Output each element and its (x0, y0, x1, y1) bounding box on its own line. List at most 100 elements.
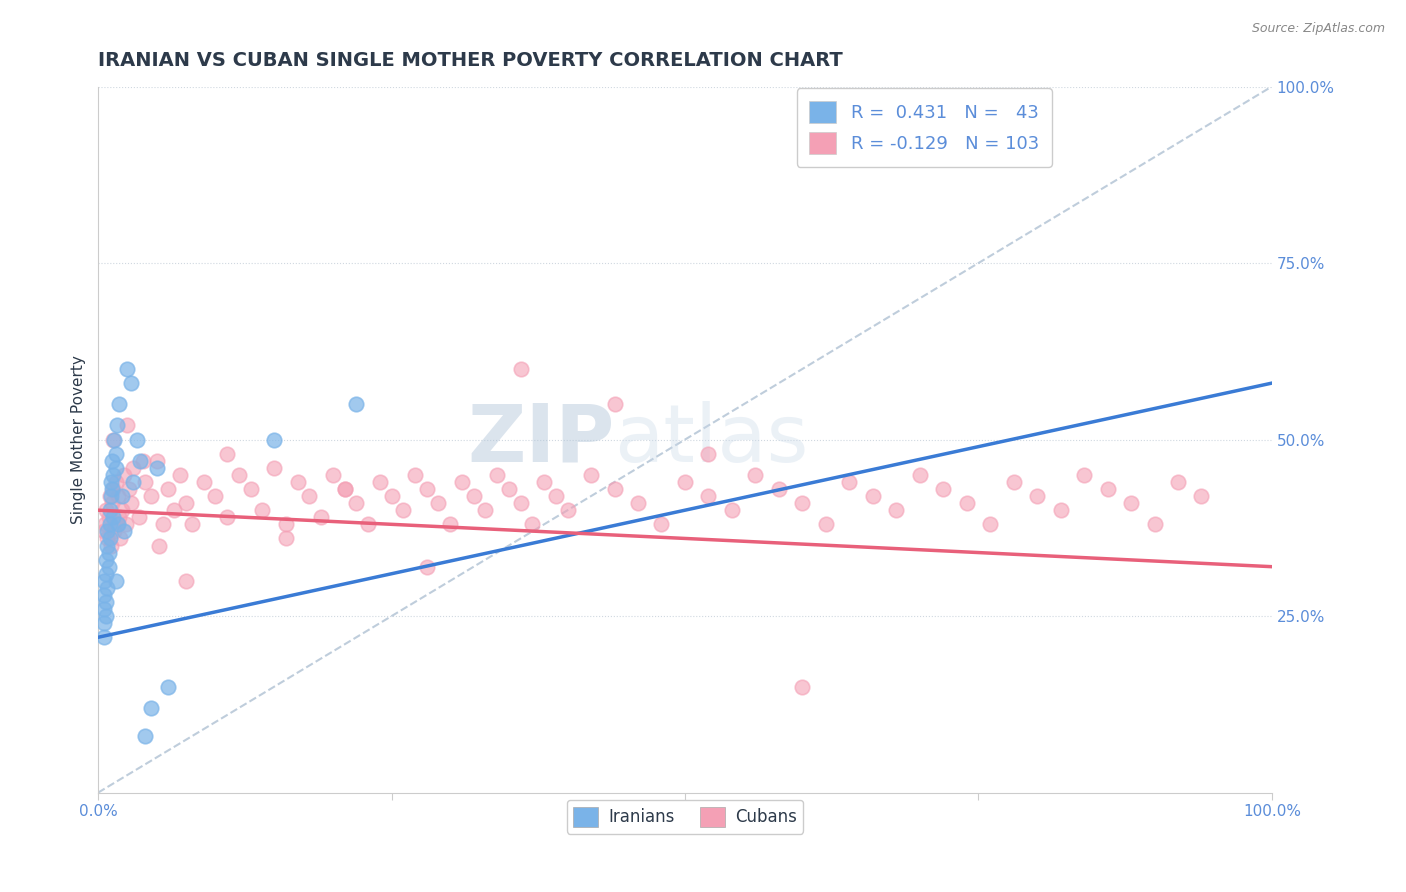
Point (110, 503, 132, 517)
Point (122, 475, 145, 489)
Point (404, 467, 426, 482)
Point (721, 503, 744, 517)
Point (979, 517, 1001, 532)
Point (1143, 517, 1166, 532)
Point (932, 482, 955, 496)
Point (498, 482, 520, 496)
Point (956, 496, 979, 510)
Point (117, 418, 139, 433)
Point (110, 532, 132, 546)
Point (439, 517, 461, 532)
Point (474, 503, 496, 517)
Point (101, 496, 124, 510)
Point (110, 489, 132, 503)
Point (557, 503, 579, 517)
Point (152, 517, 174, 532)
Point (344, 496, 367, 510)
Point (792, 496, 814, 510)
Point (93, 588, 115, 602)
Point (228, 467, 250, 482)
Point (100, 475, 122, 489)
Point (333, 482, 356, 496)
Point (157, 482, 180, 496)
Point (134, 729, 156, 743)
Point (96, 552, 118, 566)
Point (298, 489, 321, 503)
Point (1167, 475, 1189, 489)
Point (862, 489, 884, 503)
Point (1002, 475, 1025, 489)
Point (217, 447, 239, 461)
Point (105, 418, 128, 433)
Y-axis label: Single Mother Poverty: Single Mother Poverty (72, 355, 86, 524)
Point (125, 433, 148, 447)
Point (309, 510, 332, 524)
Point (274, 532, 297, 546)
Point (263, 433, 285, 447)
Point (174, 496, 197, 510)
Point (1073, 467, 1095, 482)
Point (427, 496, 450, 510)
Text: ZIP: ZIP (467, 401, 614, 479)
Point (1119, 496, 1142, 510)
Legend: Iranians, Cubans: Iranians, Cubans (567, 800, 803, 834)
Point (96, 581, 118, 595)
Point (533, 475, 555, 489)
Point (96, 539, 118, 553)
Point (131, 454, 153, 468)
Point (97, 545, 120, 559)
Point (1049, 503, 1071, 517)
Point (908, 467, 931, 482)
Point (463, 489, 485, 503)
Point (145, 460, 167, 475)
Point (544, 489, 567, 503)
Point (96, 503, 118, 517)
Point (134, 475, 156, 489)
Point (181, 517, 204, 532)
Point (93, 574, 115, 588)
Point (97, 510, 120, 524)
Point (96, 532, 118, 546)
Point (108, 397, 131, 411)
Point (103, 433, 125, 447)
Point (104, 475, 127, 489)
Point (392, 503, 415, 517)
Point (509, 496, 531, 510)
Point (169, 467, 191, 482)
Text: atlas: atlas (614, 401, 808, 479)
Point (357, 517, 380, 532)
Point (252, 503, 274, 517)
Point (103, 433, 125, 447)
Point (697, 489, 720, 503)
Point (263, 460, 285, 475)
Point (157, 680, 180, 694)
Point (486, 467, 509, 482)
Point (104, 460, 127, 475)
Point (98, 489, 121, 503)
Point (94, 517, 117, 532)
Point (322, 467, 344, 482)
Point (122, 460, 145, 475)
Point (744, 467, 766, 482)
Point (174, 574, 197, 588)
Point (673, 475, 696, 489)
Point (112, 467, 135, 482)
Point (148, 539, 170, 553)
Point (522, 517, 544, 532)
Point (838, 475, 860, 489)
Point (204, 489, 226, 503)
Point (112, 524, 135, 539)
Point (105, 517, 128, 532)
Point (97, 559, 120, 574)
Point (107, 489, 129, 503)
Point (451, 475, 474, 489)
Point (509, 362, 531, 376)
Point (93, 602, 115, 616)
Point (107, 517, 129, 532)
Point (380, 489, 402, 503)
Point (96, 595, 118, 609)
Point (120, 376, 142, 390)
Point (1191, 489, 1213, 503)
Point (1026, 489, 1049, 503)
Point (1097, 482, 1119, 496)
